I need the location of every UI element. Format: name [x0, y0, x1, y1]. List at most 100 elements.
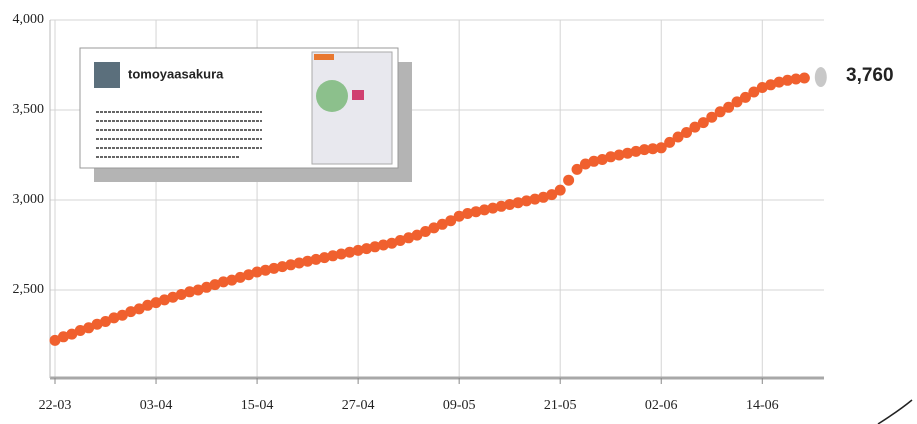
data-point: [790, 73, 802, 85]
data-point: [201, 281, 213, 293]
data-point: [436, 218, 448, 230]
data-point: [681, 127, 692, 138]
x-tick-label: 27-04: [342, 398, 375, 413]
decoration: [877, 399, 913, 424]
data-point: [765, 79, 777, 91]
tweet-text: [96, 111, 262, 158]
data-point: [512, 197, 524, 209]
data-point: [605, 151, 617, 163]
thumbnail-graphic: [316, 80, 348, 112]
x-tick-label: 21-05: [544, 398, 577, 413]
data-point: [521, 195, 533, 207]
data-point: [445, 215, 457, 227]
data-point: [234, 271, 246, 283]
data-point: [782, 74, 794, 86]
data-point: [158, 294, 170, 306]
data-point: [756, 82, 768, 93]
data-point: [647, 143, 659, 155]
data-point: [276, 261, 288, 273]
data-point: [655, 142, 667, 154]
data-point: [327, 250, 339, 262]
y-tick-label: 4,000: [13, 12, 45, 27]
data-point: [268, 262, 280, 274]
data-point: [142, 299, 154, 311]
data-point: [251, 266, 263, 278]
data-point: [167, 291, 179, 303]
data-point: [546, 189, 558, 201]
data-point: [310, 253, 322, 265]
x-tick-label: 14-06: [746, 398, 779, 413]
y-tick-label: 2,500: [13, 282, 45, 297]
data-point: [83, 322, 95, 334]
data-point: [731, 96, 743, 108]
thumbnail-tag: [314, 54, 334, 60]
data-point: [302, 255, 314, 267]
username: tomoyaasakura: [128, 66, 224, 81]
data-point: [57, 331, 69, 343]
x-tick-label: 22-03: [39, 398, 72, 413]
data-point: [403, 232, 415, 244]
data-point: [361, 243, 373, 255]
data-point: [773, 76, 785, 88]
data-point: [495, 200, 507, 212]
data-point: [386, 237, 398, 249]
embed-card: tomoyaasakura: [79, 47, 412, 182]
data-point: [748, 86, 760, 98]
data-point: [184, 286, 196, 298]
data-point: [689, 121, 701, 133]
data-point: [630, 145, 642, 157]
data-point: [192, 284, 204, 296]
x-tick-label: 15-04: [241, 398, 274, 413]
data-point: [285, 259, 297, 271]
data-point: [588, 155, 600, 167]
data-point: [293, 257, 305, 269]
data-point: [411, 229, 423, 241]
data-point: [537, 191, 549, 203]
data-point: [243, 269, 255, 281]
data-point: [706, 111, 718, 123]
data-point: [638, 144, 650, 156]
data-point: [369, 241, 381, 253]
data-point: [596, 154, 608, 165]
data-point: [344, 246, 356, 258]
data-point: [714, 106, 726, 118]
data-point: [697, 117, 709, 129]
data-point: [622, 147, 634, 159]
data-point: [49, 334, 61, 346]
data-point: [739, 91, 751, 103]
data-point: [352, 244, 364, 256]
data-point: [133, 303, 145, 315]
annotation: 3,760: [846, 65, 894, 86]
data-point: [798, 72, 810, 84]
thumbnail-graphic: [352, 90, 364, 100]
data-point: [672, 131, 684, 143]
data-point: [419, 226, 431, 237]
data-point: [428, 222, 440, 234]
data-point: [529, 193, 541, 205]
data-point: [125, 306, 137, 318]
data-point: [260, 264, 271, 276]
y-tick-label: 3,500: [13, 102, 45, 117]
data-point: [175, 289, 187, 300]
data-point: [318, 252, 330, 264]
x-tick-label: 03-04: [140, 398, 173, 413]
data-point: [613, 149, 625, 161]
data-point: [664, 136, 676, 148]
data-point: [504, 199, 516, 210]
data-point: [209, 279, 221, 291]
data-point: [108, 312, 120, 324]
data-point: [814, 67, 827, 88]
data-point: [554, 184, 566, 196]
data-point: [150, 297, 162, 309]
data-point: [487, 202, 499, 214]
data-point: [66, 328, 78, 340]
data-point: [571, 163, 583, 175]
data-point: [470, 206, 482, 218]
data-point: [453, 210, 465, 222]
data-point: [377, 239, 389, 251]
data-point: [563, 174, 575, 186]
x-tick-label: 09-05: [443, 398, 476, 413]
avatar: [94, 62, 120, 88]
data-point: [91, 318, 103, 330]
